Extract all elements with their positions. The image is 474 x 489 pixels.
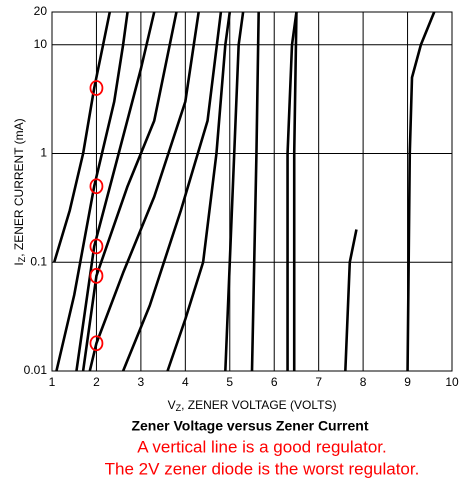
curve [88, 11, 200, 372]
curve [52, 11, 112, 263]
x-tick-label: 10 [445, 375, 459, 389]
curve [55, 11, 129, 372]
curve [75, 11, 156, 372]
curve [250, 11, 260, 372]
y-tick-label: 1 [40, 146, 47, 160]
y-label-text: , ZENER CURRENT (mA) [12, 118, 26, 256]
x-tick-label: 5 [226, 375, 233, 389]
highlight-circle [89, 80, 104, 96]
highlight-circle [89, 335, 104, 352]
curve [286, 11, 298, 371]
y-tick-label: 0.01 [24, 363, 48, 377]
note: A vertical line is a good regulator. [137, 437, 386, 456]
x-tick-label: 1 [49, 375, 56, 389]
highlight-circle [89, 238, 104, 255]
x-tick-label: 2 [93, 375, 100, 389]
y-label-symbol: I [12, 262, 26, 265]
chart-title: Zener Voltage versus Zener Current [131, 418, 368, 434]
x-axis-label: VZ, ZENER VOLTAGE (VOLTS) [168, 398, 337, 413]
y-axis-label: IZ, ZENER CURRENT (mA) [12, 118, 27, 265]
y-tick-label: 0.1 [30, 254, 47, 268]
y-tick-label: 20 [34, 4, 48, 18]
y-tick-label: 10 [34, 37, 48, 51]
x-tick-label: 7 [315, 375, 322, 389]
highlight-circle [89, 178, 104, 195]
curve [406, 11, 436, 372]
x-tick-label: 8 [360, 375, 367, 389]
curve [166, 11, 232, 372]
note: The 2V zener diode is the worst regulato… [105, 459, 420, 478]
y-label-subscript: Z [17, 256, 27, 262]
x-tick-label: 4 [182, 375, 189, 389]
x-label-symbol: V [168, 398, 176, 412]
x-tick-label: 6 [271, 375, 278, 389]
curve [121, 11, 223, 372]
x-label-text: , ZENER VOLTAGE (VOLTS) [181, 398, 336, 412]
curve [224, 11, 245, 372]
x-label-subscript: Z [176, 403, 182, 413]
x-tick-label: 3 [138, 375, 145, 389]
highlight-circle [89, 267, 104, 284]
curve [292, 11, 298, 371]
curve [344, 229, 358, 372]
x-tick-label: 9 [404, 375, 411, 389]
curve [81, 11, 178, 372]
